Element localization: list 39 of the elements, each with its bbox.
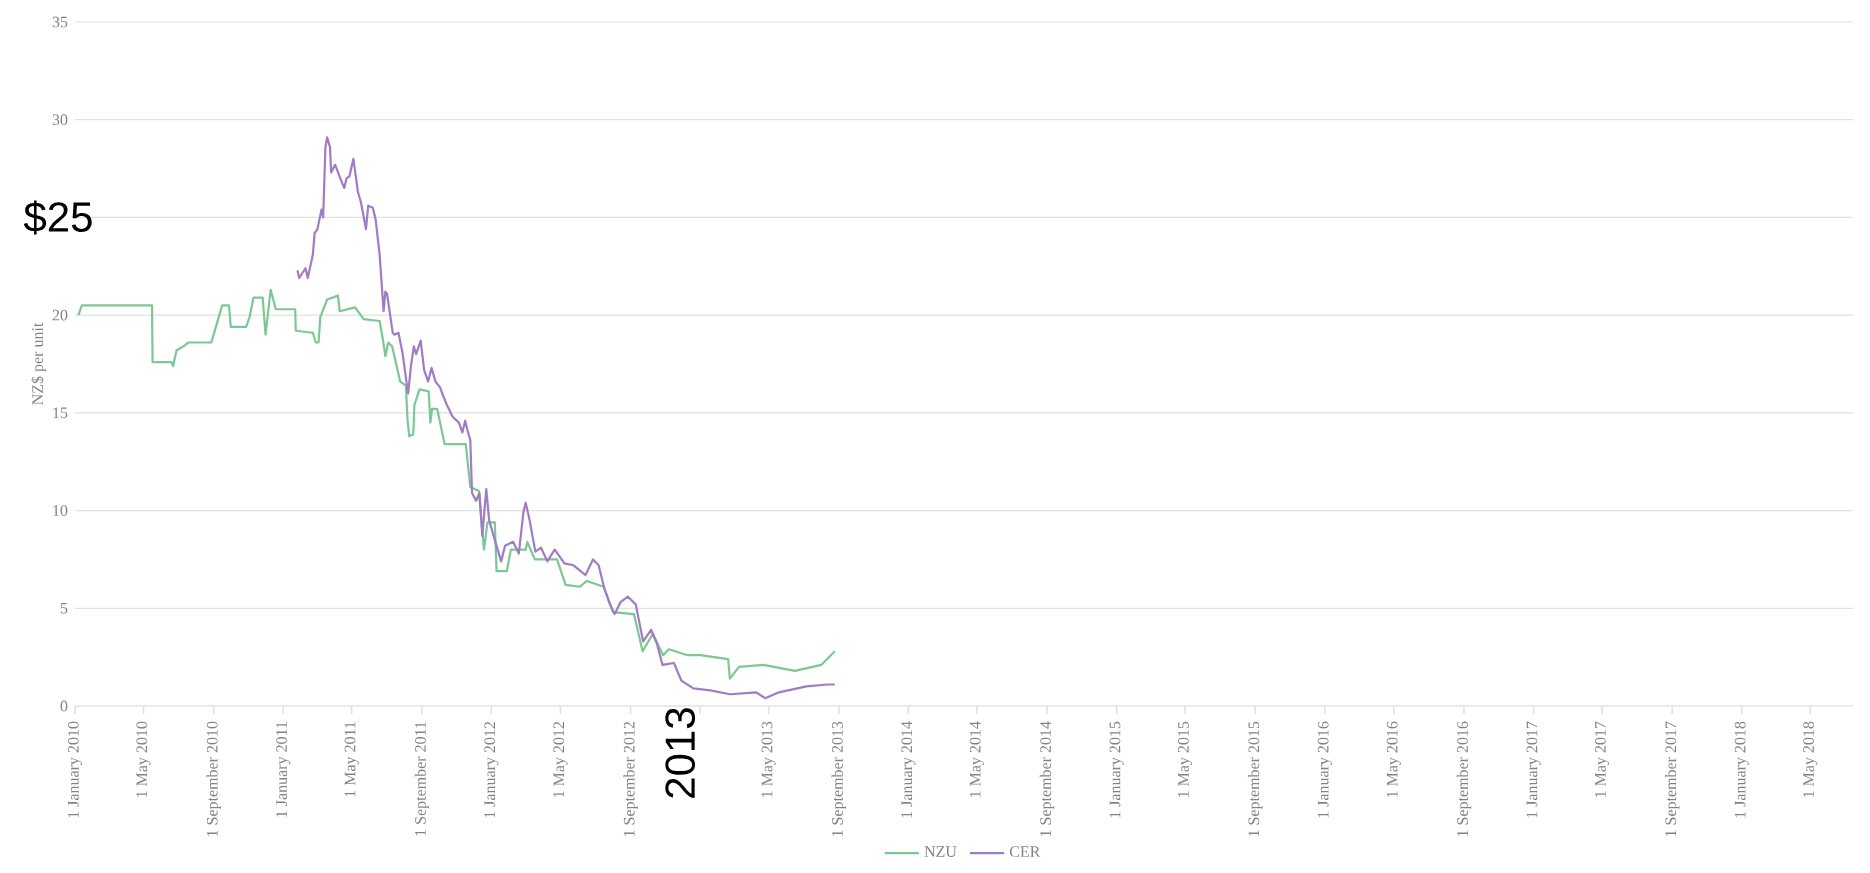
y-tick-label: 20 <box>52 309 68 321</box>
x-tick-label: 1 September 2016 <box>1456 721 1472 837</box>
legend-label: NZU <box>924 846 957 857</box>
text: 2013 <box>665 708 696 798</box>
x-tick-label: 1 September 2015 <box>1247 721 1263 837</box>
y-tick-label: 30 <box>52 114 68 126</box>
line-series <box>296 136 836 700</box>
y-axis-title: NZ$ per unit <box>31 322 47 405</box>
x-tick-label: 1 January 2012 <box>484 721 499 818</box>
x-tick-label: 1 May 2018 <box>1803 721 1818 797</box>
x-tick-label: 1 September 2013 <box>831 721 847 837</box>
x-tick-label: 1 May 2012 <box>553 721 568 797</box>
annotation: $25 <box>23 200 92 235</box>
x-tick-label: 1 September 2011 <box>414 722 430 836</box>
x-tick-label: 1 May 2016 <box>1386 721 1401 797</box>
y-tick-label: 15 <box>53 407 68 419</box>
x-tick-label: 1 May 2011 <box>344 722 359 797</box>
x-tick-label: 1 January 2017 <box>1526 721 1541 818</box>
x-tick-label: 1 May 2010 <box>136 721 151 797</box>
x-tick-label: 1 January 2016 <box>1317 721 1332 818</box>
x-tick-label: 1 May 2013 <box>761 721 776 797</box>
y-tick-label: 0 <box>60 700 68 712</box>
x-tick-label: 1 May 2014 <box>969 721 984 797</box>
x-tick-label: 1 September 2012 <box>623 721 638 837</box>
y-tick-label: 5 <box>60 602 68 614</box>
y-tick-label: 35 <box>52 16 68 28</box>
legend-label: CER <box>1009 846 1041 857</box>
x-tick-label: 1 September 2017 <box>1664 721 1680 837</box>
x-tick-label: 1 January 2015 <box>1109 721 1124 818</box>
x-tick-label: 1 September 2014 <box>1039 721 1055 837</box>
line-series <box>77 288 836 680</box>
x-tick-label: 1 September 2010 <box>206 721 221 837</box>
x-tick-label: 1 January 2014 <box>901 721 916 818</box>
x-tick-label: 1 May 2017 <box>1594 721 1610 797</box>
x-tick-label: 1 May 2015 <box>1178 721 1193 797</box>
x-tick-label: 1 January 2018 <box>1734 721 1749 818</box>
y-tick-label: 10 <box>53 505 68 516</box>
x-tick-label: 1 January 2011 <box>276 722 291 817</box>
x-tick-label: 1 January 2010 <box>67 721 83 818</box>
